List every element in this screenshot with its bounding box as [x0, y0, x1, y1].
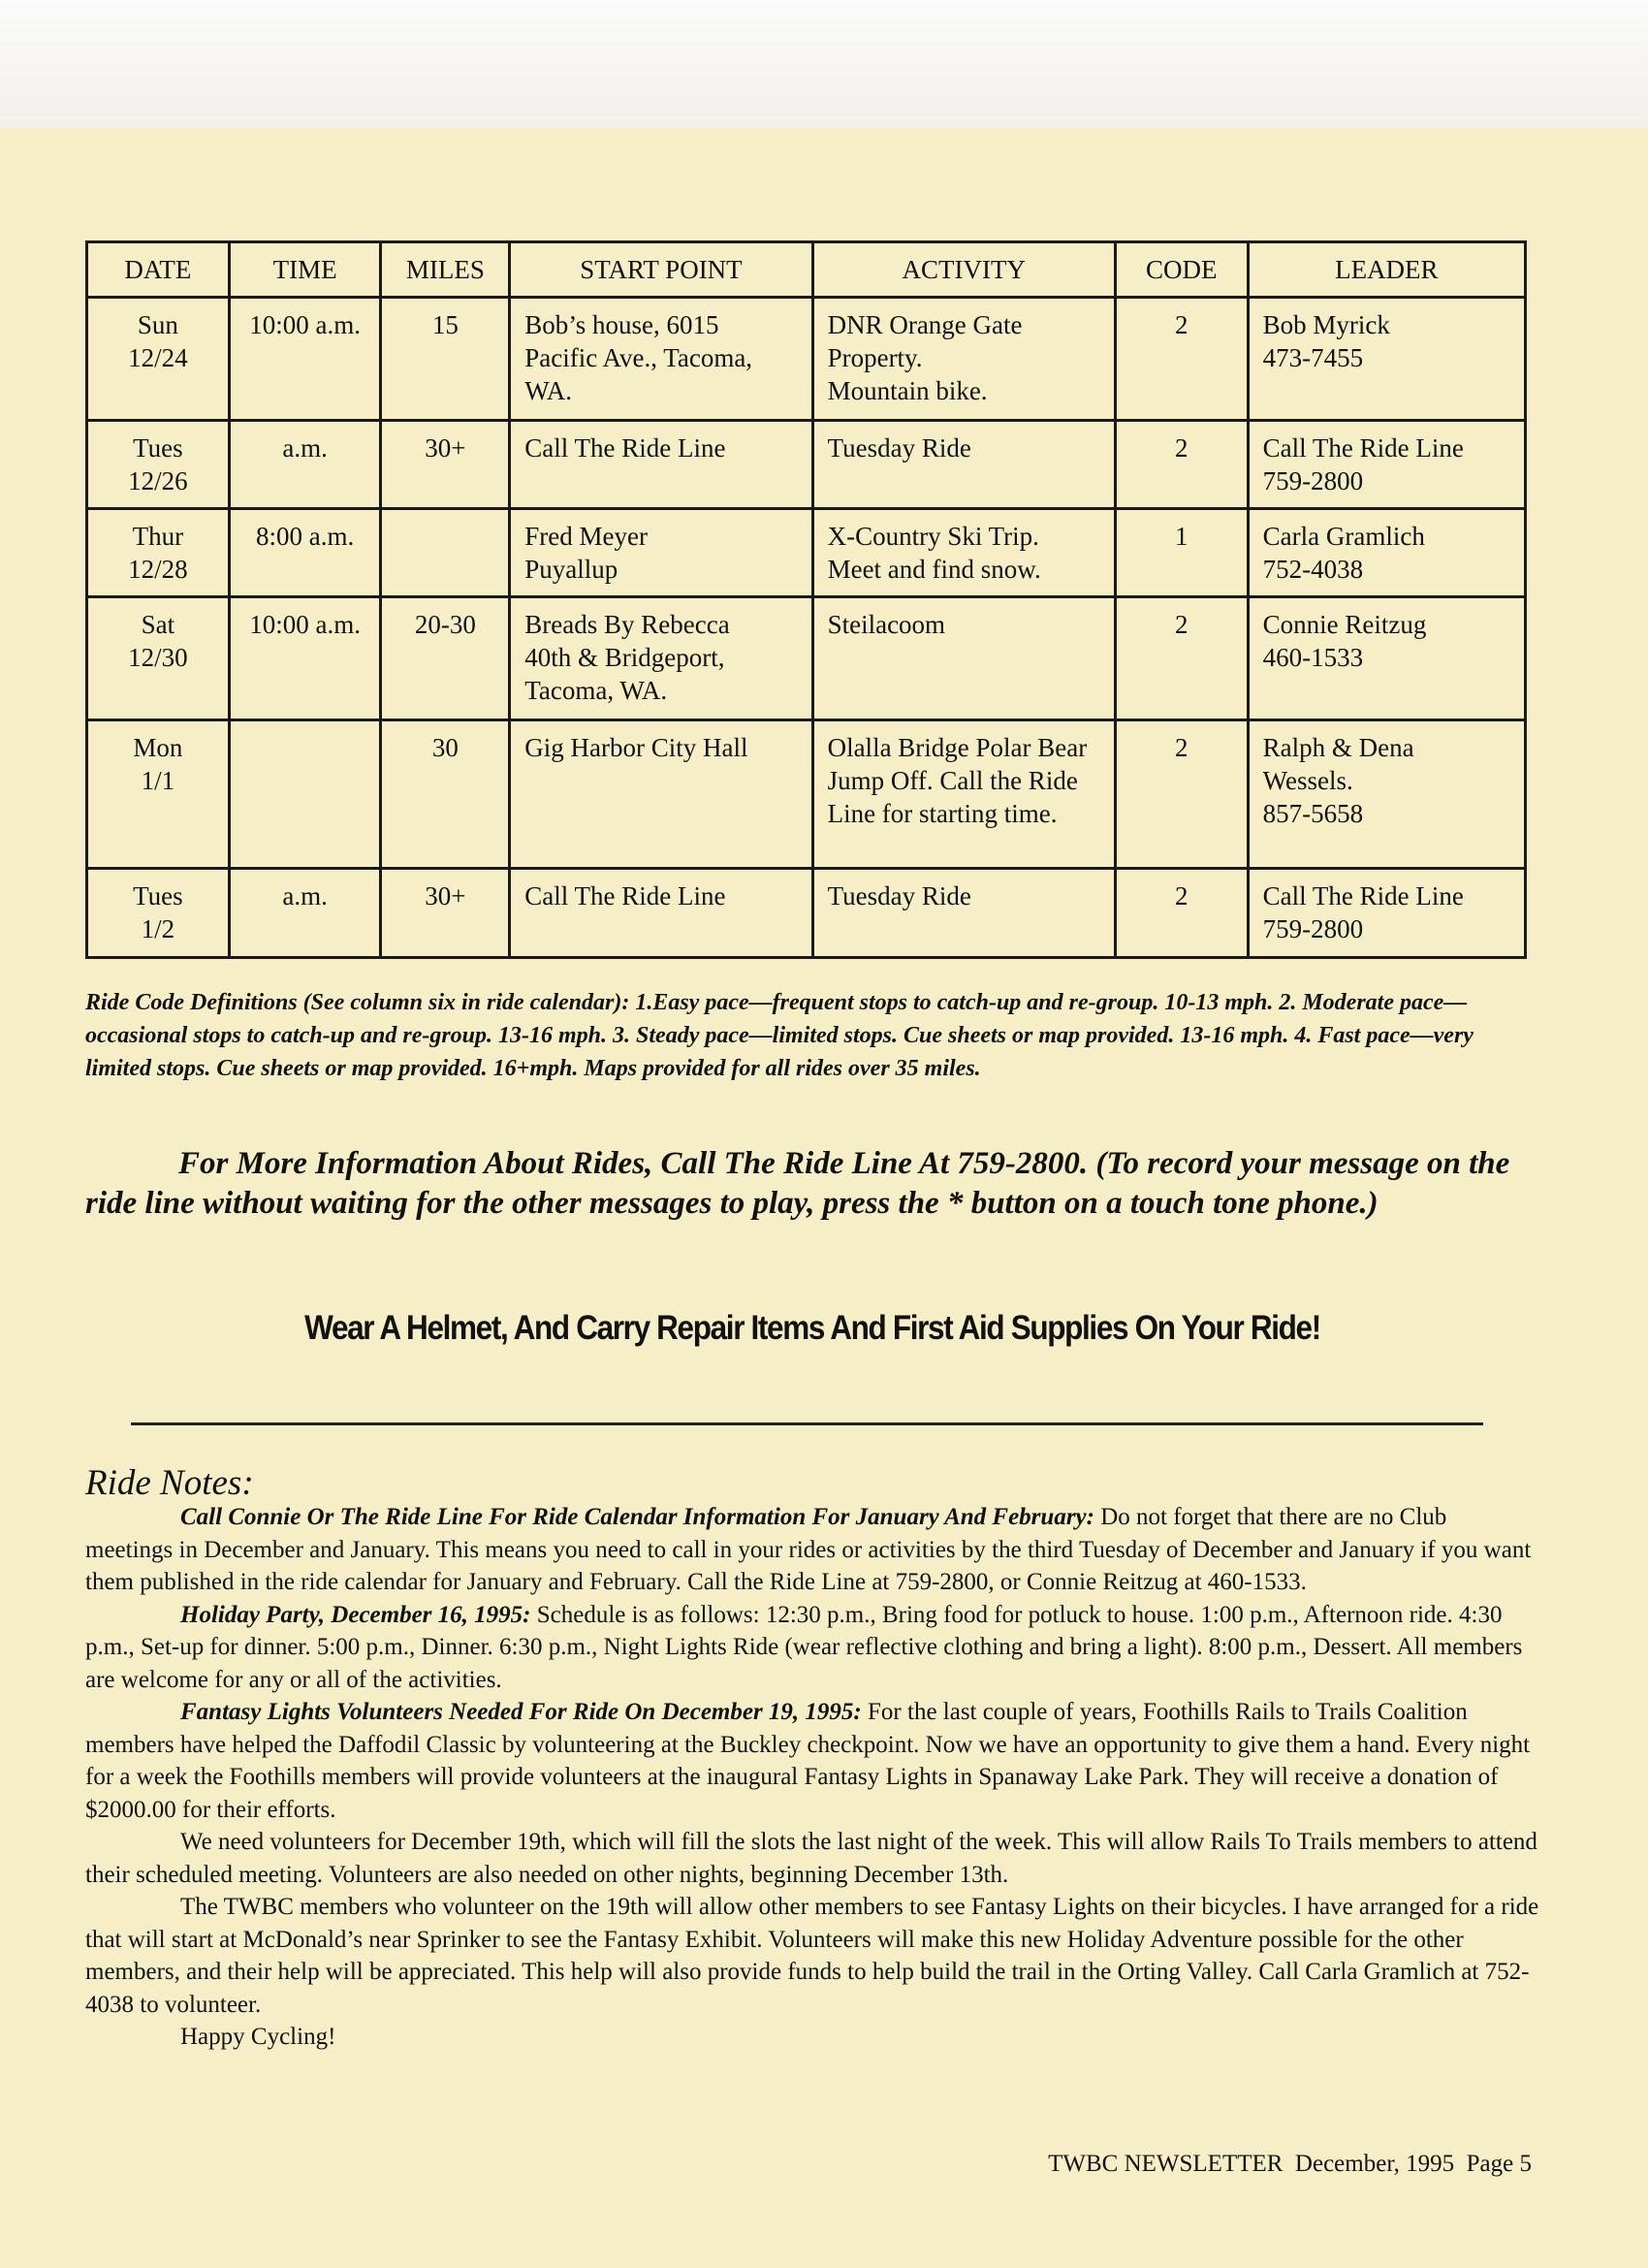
table-cell: 2 [1113, 595, 1250, 721]
table-cell: Sun 12/24 [85, 296, 231, 422]
note-paragraph: Happy Cycling! [85, 2021, 1539, 2054]
table-cell: 15 [379, 296, 512, 422]
table-cell: Call The Ride Line 759-2800 [1246, 419, 1528, 510]
note-paragraph: Holiday Party, December 16, 1995: Schedu… [85, 1599, 1539, 1697]
table-cell [379, 507, 512, 598]
note-text: For the last couple of years, Foothills … [85, 1699, 1531, 1823]
table-cell: 2 [1113, 419, 1250, 510]
table-cell: Thur 12/28 [85, 507, 231, 598]
note-paragraph: Fantasy Lights Volunteers Needed For Rid… [85, 1696, 1539, 1826]
table-cell: 10:00 a.m. [227, 595, 383, 721]
scan-margin [0, 0, 1648, 128]
column-header: DATE [85, 240, 231, 299]
ride-notes-body: Call Connie Or The Ride Line For Ride Ca… [85, 1501, 1539, 2054]
table-cell: Call The Ride Line 759-2800 [1246, 867, 1528, 959]
divider [131, 1422, 1483, 1425]
note-text: We need volunteers for December 19th, wh… [85, 1829, 1537, 1888]
table-cell: 2 [1113, 719, 1250, 870]
note-paragraph: We need volunteers for December 19th, wh… [85, 1826, 1539, 1891]
table-cell: 30+ [379, 867, 512, 959]
note-lead: Holiday Party, December 16, 1995: [180, 1601, 531, 1628]
ride-line-info: For More Information About Rides, Call T… [85, 1146, 1510, 1221]
table-row: Sat 12/30 10:00 a.m. 20-30 Breads By Rebecc… [85, 595, 1528, 721]
table-cell: Tues 12/26 [85, 419, 231, 510]
ride-code-definitions: Ride Code Definitions (See column six in… [85, 990, 1474, 1081]
table-cell: a.m. [227, 867, 383, 959]
ride-calendar-table: DATE TIME MILES START POINT ACTIVITY CODE LEAD… [85, 240, 1528, 959]
table-cell: Tuesday Ride [810, 419, 1117, 510]
table-cell: Connie Reitzug 460-1533 [1246, 595, 1528, 721]
page-footer: TWBC NEWSLETTER December, 1995 Page 5 [1048, 2151, 1532, 2177]
column-header: START POINT [508, 240, 814, 299]
table-cell: 2 [1113, 296, 1250, 422]
table-cell: Breads By Rebecca 40th & Bridgeport, Tac… [508, 595, 814, 721]
table-cell: Tues 1/2 [85, 867, 231, 959]
table-cell: DNR Orange Gate Property. Mountain bike. [810, 296, 1117, 422]
table-row: Tues 1/2 a.m. 30+ Call The Ride Line Tuesday… [85, 867, 1528, 959]
table-header-row: DATE TIME MILES START POINT ACTIVITY CODE LEAD… [85, 240, 1528, 299]
table-cell: Call The Ride Line [508, 867, 814, 959]
table-cell: Fred Meyer Puyallup [508, 507, 814, 598]
column-header: MILES [379, 240, 512, 299]
table-cell: Call The Ride Line [508, 419, 814, 510]
table-cell: Ralph & Dena Wessels. 857-5658 [1246, 719, 1528, 870]
table-row: Thur 12/28 8:00 a.m. Fred Meyer Puyallup X-… [85, 507, 1528, 598]
helmet-reminder: Wear A Helmet, And Carry Repair Items An… [304, 1309, 1321, 1347]
note-text: Do not forget that there are no Club mee… [85, 1504, 1532, 1595]
table-row: Sun 12/24 10:00 a.m. 15 Bob’s house, 6015 P… [85, 296, 1528, 422]
table-cell: 30+ [379, 419, 512, 510]
ride-notes-heading: Ride Notes: [85, 1463, 254, 1503]
table-row: Mon 1/1 30 Gig Harbor City Hall Olalla Brid… [85, 719, 1528, 870]
note-lead: Fantasy Lights Volunteers Needed For Rid… [180, 1699, 862, 1725]
table-cell [227, 719, 383, 870]
table-cell: 20-30 [379, 595, 512, 721]
note-text: Schedule is as follows: 12:30 p.m., Brin… [85, 1601, 1523, 1693]
table-cell: Gig Harbor City Hall [508, 719, 814, 870]
table-cell: Tuesday Ride [810, 867, 1117, 959]
table-cell: X-Country Ski Trip. Meet and find snow. [810, 507, 1117, 598]
table-cell: a.m. [227, 419, 383, 510]
note-lead: Call Connie Or The Ride Line For Ride Ca… [180, 1504, 1094, 1530]
table-cell: Steilacoom [810, 595, 1117, 721]
table-cell: 1 [1113, 507, 1250, 598]
column-header: TIME [227, 240, 383, 299]
table-cell: Olalla Bridge Polar Bear Jump Off. Call … [810, 719, 1117, 870]
table-cell: Sat 12/30 [85, 595, 231, 721]
table-cell: 30 [379, 719, 512, 870]
note-paragraph: The TWBC members who volunteer on the 19… [85, 1891, 1539, 2021]
column-header: CODE [1113, 240, 1250, 299]
table-cell: Carla Gramlich 752-4038 [1246, 507, 1528, 598]
note-text: The TWBC members who volunteer on the 19… [85, 1894, 1539, 2018]
table-cell: Bob Myrick 473-7455 [1246, 296, 1528, 422]
note-text: Happy Cycling! [180, 2024, 336, 2050]
table-row: Tues 12/26 a.m. 30+ Call The Ride Line Tuesd… [85, 419, 1528, 510]
note-paragraph: Call Connie Or The Ride Line For Ride Ca… [85, 1501, 1539, 1599]
table-cell: 10:00 a.m. [227, 296, 383, 422]
column-header: LEADER [1246, 240, 1528, 299]
table-cell: Mon 1/1 [85, 719, 231, 870]
table-cell: 2 [1113, 867, 1250, 959]
table-cell: 8:00 a.m. [227, 507, 383, 598]
column-header: ACTIVITY [810, 240, 1117, 299]
table-cell: Bob’s house, 6015 Pacific Ave., Tacoma, … [508, 296, 814, 422]
